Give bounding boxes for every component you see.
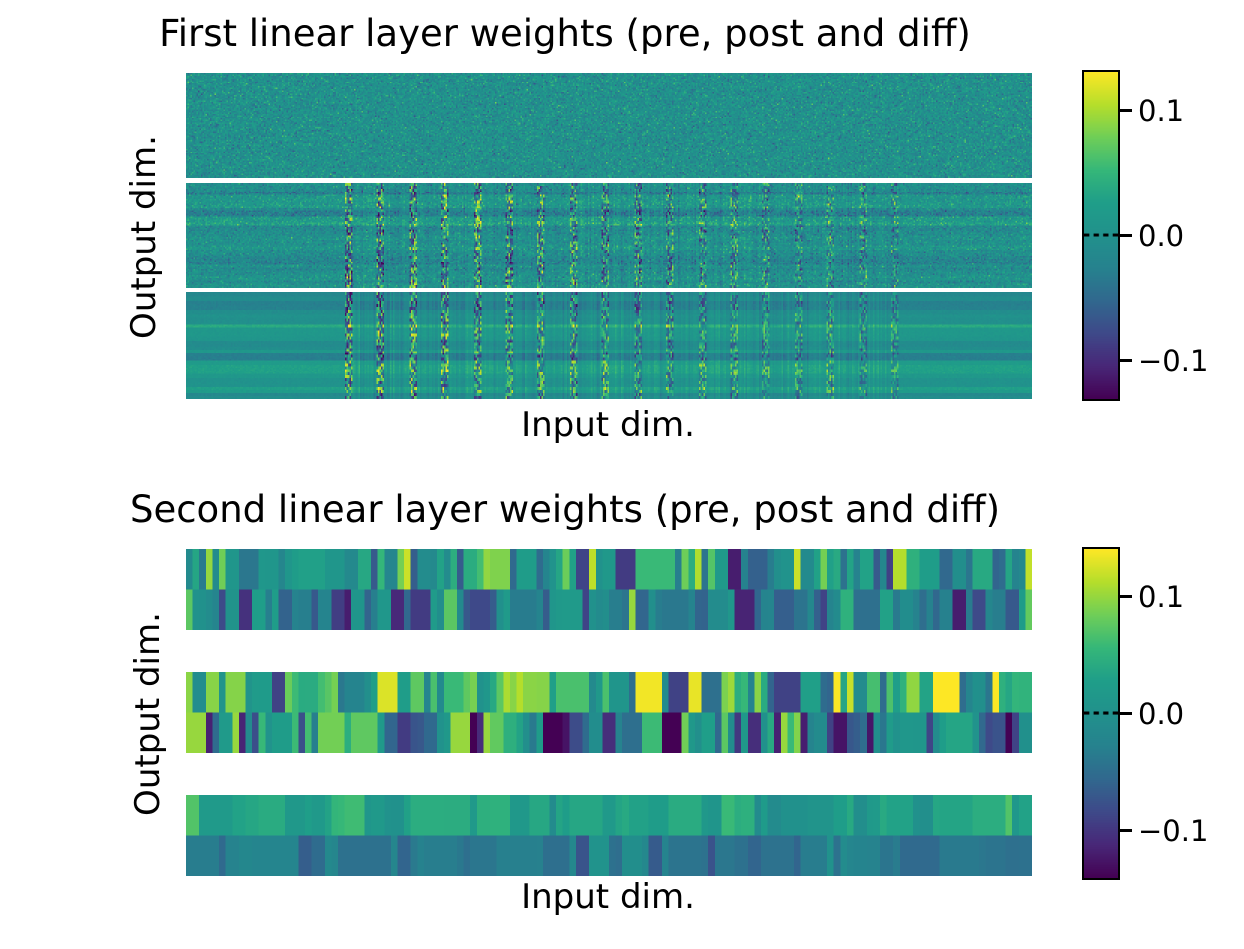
plot2-y-axis-label: Output dim. [128,612,168,816]
plot2-colorbar-label-top: 0.1 [1138,579,1185,614]
plot2-colorbar-label-zero: 0.0 [1138,696,1185,731]
plot2-heatmap-diff [186,795,1032,876]
plot1-heatmap-diff [186,292,1032,399]
plot1-colorbar-label-bottom: −0.1 [1138,343,1209,378]
plot1-heatmap-pre [186,73,1032,178]
plot2-colorbar-tick-top [1119,595,1132,598]
plot2-colorbar-gradient [1084,549,1118,878]
plot1-colorbar-tick-top [1119,109,1132,112]
plot1-colorbar-gradient [1084,72,1118,399]
plot1-title: First linear layer weights (pre, post an… [159,12,971,55]
plot1-colorbar-label-zero: 0.0 [1138,218,1185,253]
plot2-colorbar-tick-bottom [1119,829,1132,832]
plot2-colorbar-label-bottom: −0.1 [1138,813,1209,848]
plot2-colorbar [1082,547,1120,880]
plot1-colorbar-tick-zero [1119,234,1132,237]
plot1-colorbar [1082,70,1120,401]
plot1-heatmap-post [186,183,1032,288]
plot1-y-axis-label: Output dim. [124,135,164,339]
plot2-x-axis-label: Input dim. [521,877,695,917]
plot2-heatmap-pre [186,549,1032,630]
plot2-title: Second linear layer weights (pre, post a… [129,488,1001,531]
plot1-x-axis-label: Input dim. [521,405,695,445]
plot1-colorbar-tick-bottom [1119,359,1132,362]
plot1-colorbar-label-top: 0.1 [1138,93,1185,128]
plot2-heatmap-post [186,672,1032,753]
plot2-colorbar-tick-zero [1119,712,1132,715]
